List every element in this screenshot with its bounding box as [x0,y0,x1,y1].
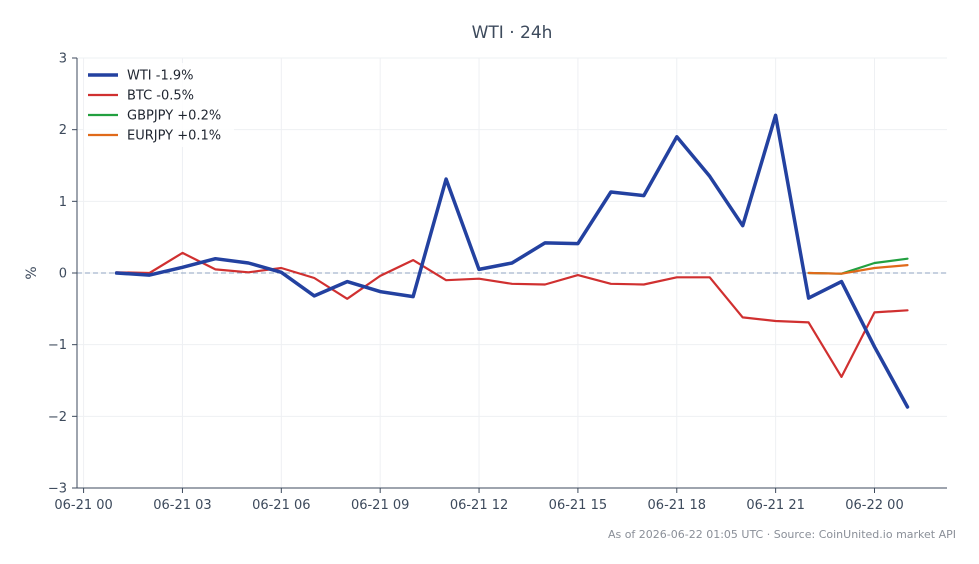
y-tick-label: −3 [48,482,67,497]
x-tick-label: 06-21 18 [648,498,706,513]
y-ticks: 3 2 1 0 −1 −2 −3 [48,52,77,497]
y-axis-label: % [24,266,40,279]
series-line-btc [115,251,909,378]
x-tick-label: 06-21 03 [153,498,211,513]
legend-label: BTC -0.5% [127,89,194,104]
y-tick-label: 0 [59,267,67,282]
x-tick-label: 06-22 00 [845,498,903,513]
y-tick-label: −2 [48,410,67,425]
x-tick-label: 06-21 15 [549,498,607,513]
chart-title: WTI · 24h [472,23,553,43]
x-tick-label: 06-21 12 [450,498,508,513]
y-tick-label: 1 [59,195,67,210]
legend-label: EURJPY +0.1% [127,129,221,144]
y-tick-label: 3 [59,52,67,67]
x-tick-label: 06-21 06 [252,498,310,513]
legend-label: GBPJPY +0.2% [127,109,221,124]
legend-label: WTI -1.9% [127,69,193,84]
x-tick-label: 06-21 09 [351,498,409,513]
x-tick-label: 06-21 00 [54,498,112,513]
series-line-wti [114,113,910,409]
x-ticks: 06-21 00 06-21 03 06-21 06 06-21 09 06-21 12… [54,488,904,513]
y-tick-label: 2 [59,123,67,138]
legend-background [84,63,234,147]
x-tick-label: 06-21 21 [746,498,804,513]
legend: WTI -1.9% BTC -0.5% GBPJPY +0.2% EURJPY +0.… [84,63,234,147]
y-tick-label: −1 [48,338,67,353]
footer-note: As of 2026-06-22 01:05 UTC · Source: Coi… [608,528,956,541]
series-line-eurjpy [807,264,909,275]
series-layer [114,113,910,409]
